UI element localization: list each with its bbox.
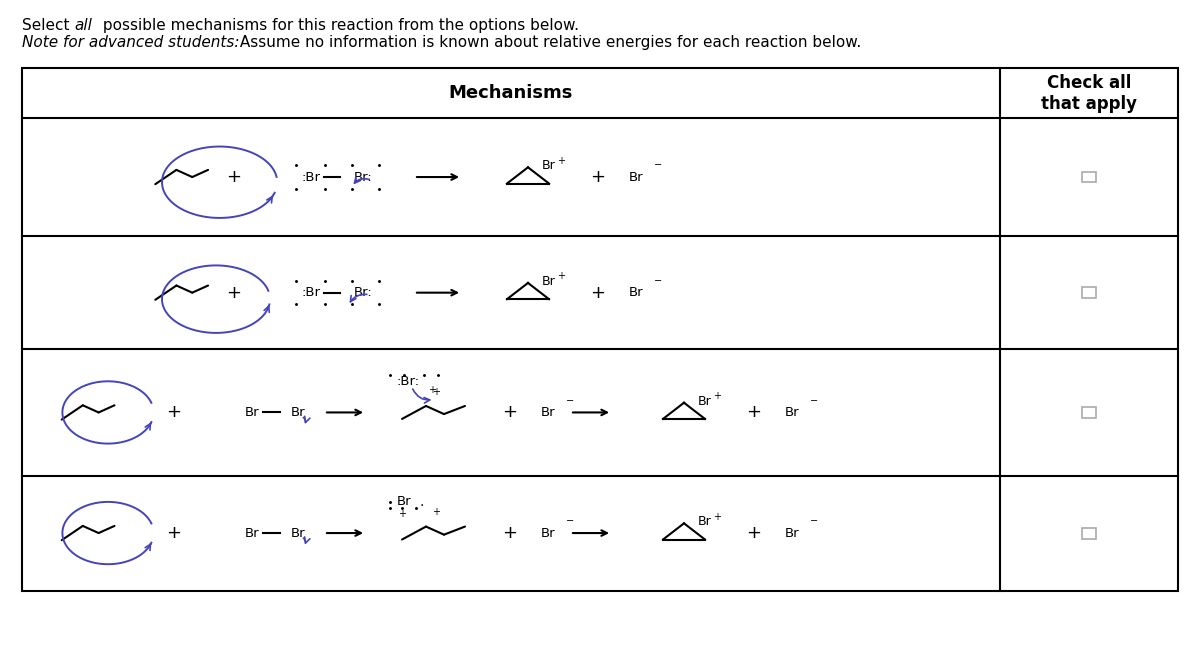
Text: +: + [432, 387, 439, 397]
Text: Br: Br [397, 495, 412, 508]
FancyBboxPatch shape [1082, 407, 1097, 418]
Text: −: − [654, 160, 661, 170]
Text: Br: Br [629, 171, 643, 184]
Text: Br: Br [698, 395, 712, 408]
Text: Note for advanced students:: Note for advanced students: [22, 34, 239, 50]
Text: :Br: :Br [301, 171, 320, 184]
Text: −: − [810, 517, 817, 526]
Text: +: + [227, 168, 241, 186]
Text: −: − [654, 276, 661, 286]
Text: +: + [590, 168, 605, 186]
Text: +: + [713, 391, 721, 401]
Text: +: + [398, 509, 406, 519]
Text: +: + [167, 524, 181, 542]
Text: +: + [432, 508, 439, 517]
Text: Br: Br [290, 406, 305, 419]
Text: possible mechanisms for this reaction from the options below.: possible mechanisms for this reaction fr… [98, 18, 580, 34]
Text: Br: Br [629, 286, 643, 299]
Bar [22, 68, 1178, 591]
Text: Br: Br [245, 406, 259, 419]
Text: Br: Br [245, 526, 259, 539]
Text: Br: Br [785, 526, 799, 539]
Text: −: − [566, 396, 574, 406]
Text: −: − [566, 517, 574, 526]
Text: Br: Br [542, 275, 556, 288]
Text: +: + [590, 284, 605, 302]
Text: +: + [746, 524, 761, 542]
Text: +: + [227, 284, 241, 302]
Text: Br:: Br: [354, 286, 373, 299]
Text: Mechanisms: Mechanisms [449, 84, 572, 102]
Text: Br: Br [541, 406, 556, 419]
FancyBboxPatch shape [1082, 528, 1097, 539]
Text: :Br:: :Br: [396, 374, 420, 388]
Text: +: + [557, 156, 565, 165]
Text: −: − [810, 396, 817, 406]
Text: Br: Br [698, 515, 712, 528]
Text: all: all [74, 18, 92, 34]
Text: +: + [746, 404, 761, 421]
Text: +: + [503, 524, 517, 542]
Text: Select: Select [22, 18, 74, 34]
Text: Br: Br [785, 406, 799, 419]
Text: Br: Br [542, 159, 556, 172]
Text: +: + [503, 404, 517, 421]
Text: Check all
that apply: Check all that apply [1042, 74, 1138, 112]
Text: .: . [419, 495, 424, 509]
Text: +: + [713, 512, 721, 522]
Text: Br:: Br: [354, 171, 373, 184]
Text: :Br: :Br [301, 286, 320, 299]
Text: Br: Br [541, 526, 556, 539]
Text: +: + [428, 385, 436, 395]
Text: +: + [557, 271, 565, 282]
Text: +: + [167, 404, 181, 421]
Text: Assume no information is known about relative energies for each reaction below.: Assume no information is known about rel… [235, 34, 862, 50]
FancyBboxPatch shape [1082, 288, 1097, 298]
FancyBboxPatch shape [1082, 171, 1097, 182]
Text: Br: Br [290, 526, 305, 539]
